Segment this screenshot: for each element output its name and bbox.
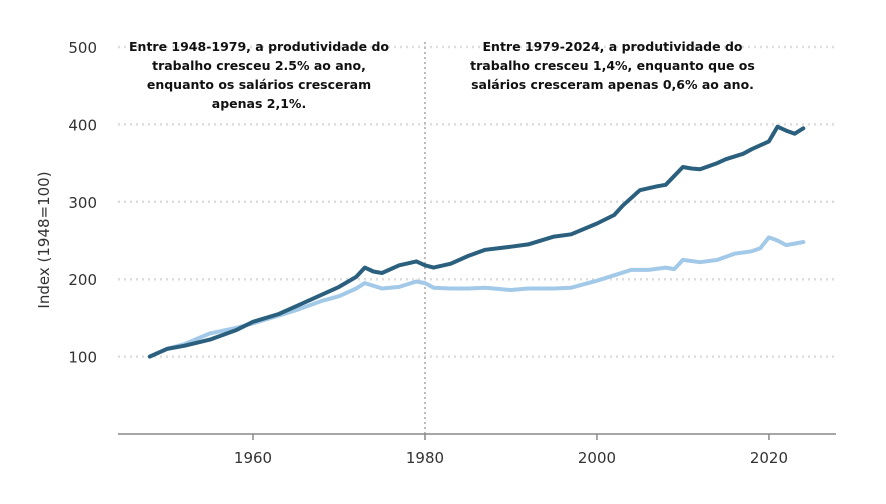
y-tick-label: 500 bbox=[68, 39, 97, 57]
annotation-1948-1979: Entre 1948-1979, a produtividade do trab… bbox=[129, 39, 389, 111]
annotation-1979-2024: Entre 1979-2024, a produtividade do trab… bbox=[470, 39, 755, 92]
y-axis-ticks: 100 200 300 400 500 bbox=[68, 39, 97, 367]
y-axis-label: Index (1948=100) bbox=[35, 171, 53, 308]
series-lines bbox=[147, 124, 806, 359]
x-tick-label: 1980 bbox=[406, 449, 444, 467]
series-line-0 bbox=[147, 124, 806, 359]
x-tick-label: 2000 bbox=[578, 449, 616, 467]
y-tick-label: 200 bbox=[68, 271, 97, 289]
x-tick-label: 2020 bbox=[750, 449, 788, 467]
series-line-1 bbox=[147, 235, 806, 359]
x-axis-ticks: 1960 1980 2000 2020 bbox=[234, 434, 788, 467]
y-tick-label: 100 bbox=[68, 349, 97, 367]
y-tick-label: 400 bbox=[68, 116, 97, 134]
y-tick-label: 300 bbox=[68, 194, 97, 212]
x-tick-label: 1960 bbox=[234, 449, 272, 467]
